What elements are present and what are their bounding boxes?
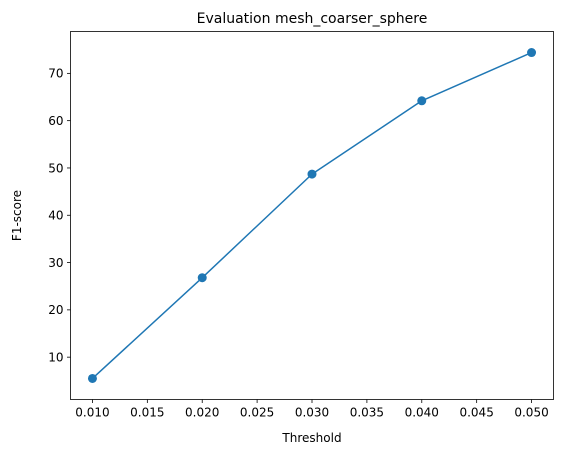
- series-line: [91, 51, 532, 380]
- data-point: [307, 169, 317, 179]
- x-tick-label: 0.045: [459, 406, 493, 420]
- y-tick-label: 50: [48, 161, 63, 175]
- y-axis-ticks: 10 20 30 40 50 60 70: [48, 67, 71, 364]
- x-tick-label: 0.035: [350, 406, 384, 420]
- y-tick-label: 60: [48, 114, 63, 128]
- y-tick-label: 20: [48, 303, 63, 317]
- x-tick-label: 0.025: [240, 406, 274, 420]
- y-tick-label: 70: [48, 67, 63, 81]
- y-axis-label: F1-score: [10, 190, 24, 241]
- data-point: [527, 48, 537, 58]
- data-series: [87, 48, 537, 383]
- x-axis-ticks: 0.010 0.015 0.020 0.025 0.030 0.035 0.040 0.045…: [75, 399, 549, 420]
- x-tick-label: 0.040: [405, 406, 439, 420]
- axes-frame: [70, 31, 554, 400]
- x-tick-label: 0.020: [185, 406, 219, 420]
- data-point: [87, 373, 97, 383]
- data-point: [417, 96, 427, 106]
- x-tick-label: 0.050: [514, 406, 548, 420]
- y-tick-label: 10: [48, 350, 63, 364]
- chart-title: Evaluation mesh_coarser_sphere: [197, 11, 428, 27]
- x-tick-label: 0.030: [295, 406, 329, 420]
- x-tick-label: 0.010: [75, 406, 109, 420]
- data-point: [197, 273, 207, 283]
- x-tick-label: 0.015: [130, 406, 164, 420]
- plot-area: [70, 31, 554, 400]
- x-axis-label: Threshold: [281, 431, 341, 445]
- y-tick-label: 30: [48, 256, 63, 270]
- y-tick-label: 40: [48, 209, 63, 223]
